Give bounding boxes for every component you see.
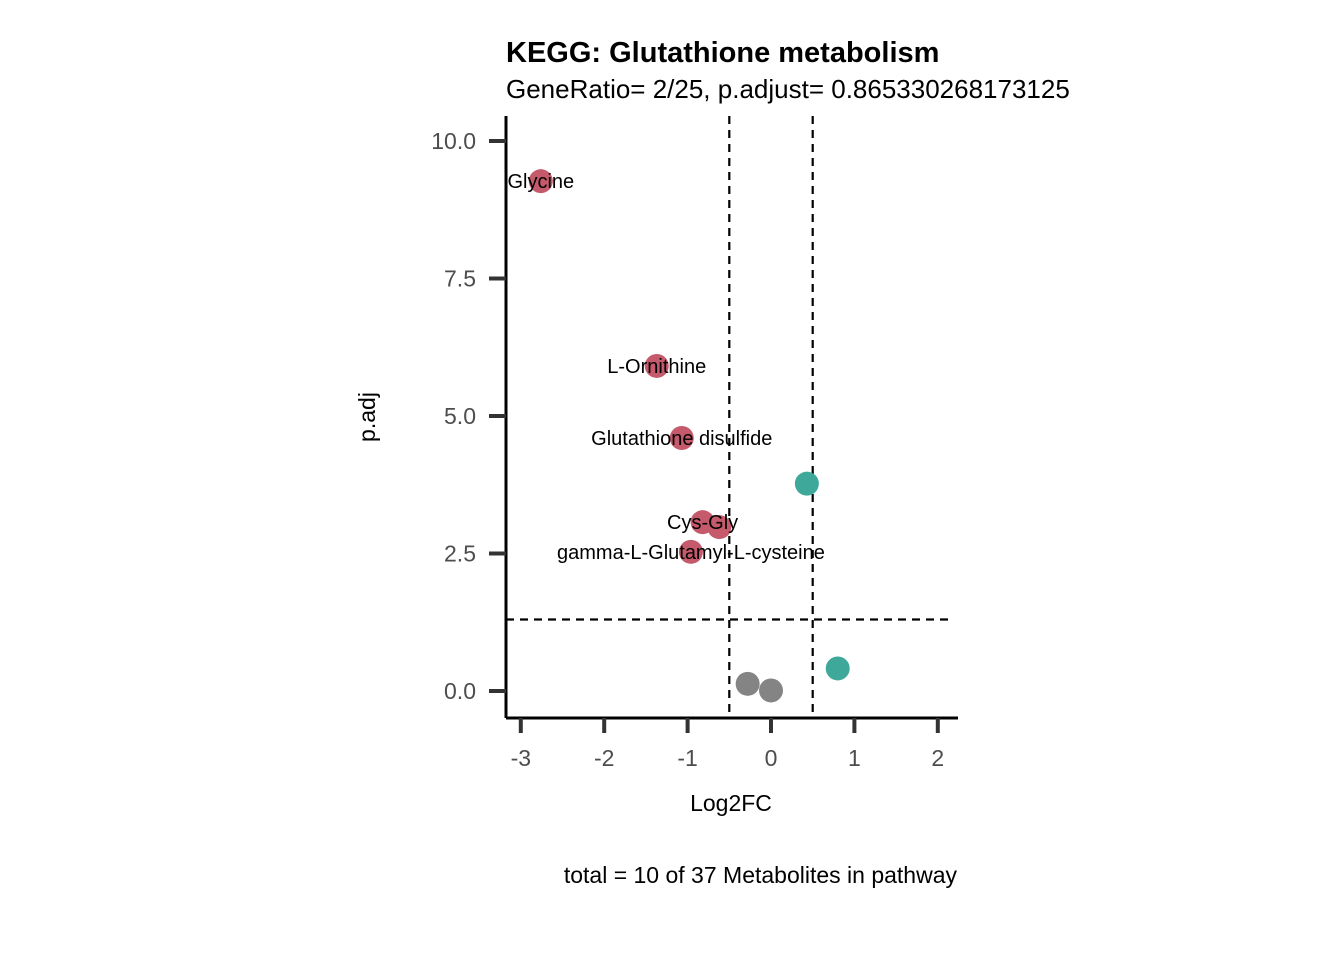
x-tick-label: 2	[931, 745, 944, 771]
data-point	[794, 471, 819, 496]
point-label: gamma-L-Glutamyl-L-cysteine	[557, 542, 825, 564]
data-point	[759, 678, 783, 703]
x-tick-label: 1	[848, 745, 861, 771]
data-point	[735, 671, 760, 696]
data-point	[644, 353, 669, 378]
point-label: Cys-Gly	[667, 512, 738, 534]
x-tick-label: -2	[594, 745, 614, 771]
y-tick-label: 10.0	[431, 128, 476, 154]
x-tick-label: 0	[765, 745, 778, 771]
chart-subtitle: GeneRatio= 2/25, p.adjust= 0.86533026817…	[506, 74, 1070, 104]
point-label: Glutathione disulfide	[591, 428, 772, 450]
data-point	[707, 515, 732, 540]
y-axis-ticks: 0.0 2.5 5.0 7.5 10.0	[431, 128, 506, 704]
data-point	[678, 539, 703, 564]
chart-title: KEGG: Glutathione metabolism	[506, 37, 939, 69]
y-tick-label: 7.5	[444, 266, 476, 292]
y-tick-label: 0.0	[444, 678, 476, 704]
y-tick-label: 5.0	[444, 403, 476, 429]
point-labels: Glycine L-Ornithine Glutathione disulfide C…	[507, 171, 824, 564]
y-tick-label: 2.5	[444, 541, 476, 567]
threshold-lines	[506, 116, 950, 718]
data-points	[528, 169, 850, 703]
x-axis-ticks: -3 -2 -1 0 1 2	[511, 718, 944, 771]
chart-caption: total = 10 of 37 Metabolites in pathway	[564, 862, 958, 888]
data-point	[528, 169, 553, 194]
data-point	[669, 426, 694, 450]
x-tick-label: -3	[511, 745, 531, 771]
y-axis-label: p.adj	[354, 392, 380, 442]
point-label: Glycine	[507, 171, 574, 193]
x-tick-label: -1	[677, 745, 697, 771]
x-axis-label: Log2FC	[690, 790, 772, 816]
point-label: L-Ornithine	[607, 356, 706, 378]
data-point	[825, 656, 850, 681]
